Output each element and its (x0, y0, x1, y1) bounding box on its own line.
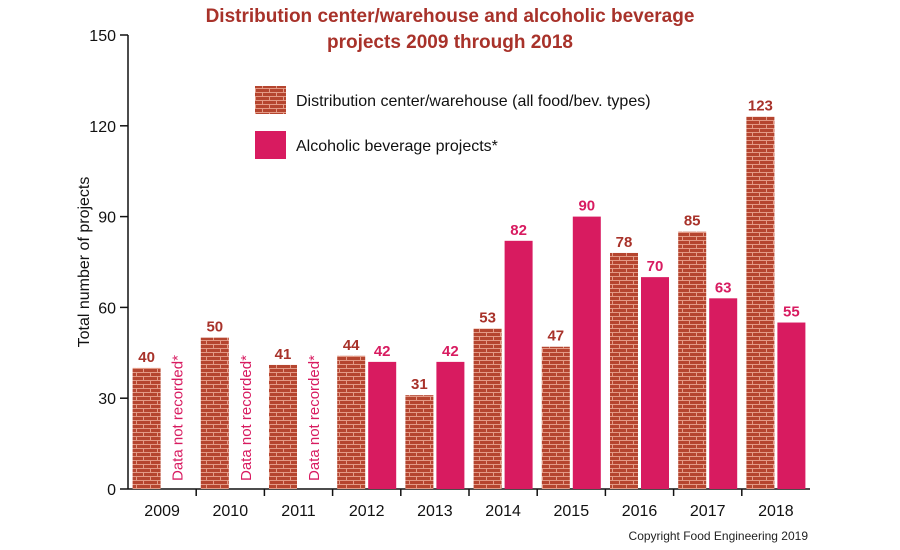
bar-distribution-2014 (473, 328, 502, 489)
bar-distribution-2018 (746, 116, 775, 489)
value-label-distribution-2009: 40 (138, 349, 155, 366)
x-tick-label: 2010 (213, 503, 249, 520)
bar-distribution-2016 (610, 252, 638, 489)
legend-swatch-distribution (255, 86, 286, 114)
bar-alcoholic-2012 (368, 361, 397, 489)
bar-alcoholic-2016 (641, 277, 669, 489)
value-label-distribution-2014: 53 (479, 310, 496, 327)
legend-label-distribution: Distribution center/warehouse (all food/… (296, 93, 651, 110)
y-tick-label: 120 (89, 119, 116, 136)
copyright-notice: Copyright Food Engineering 2019 (629, 529, 809, 543)
value-label-distribution-2013: 31 (411, 376, 428, 393)
bar-alcoholic-2013 (436, 361, 465, 489)
value-label-alcoholic-2013: 42 (442, 343, 459, 360)
y-tick-label: 0 (107, 482, 116, 499)
y-axis-label: Total number of projects (76, 177, 93, 348)
not-recorded-note-2010: Data not recorded* (238, 355, 255, 481)
x-tick-label: 2013 (417, 503, 453, 520)
chart-title-line-1: Distribution center/warehouse and alcoho… (206, 6, 695, 27)
value-label-alcoholic-2018: 55 (783, 304, 800, 321)
value-label-alcoholic-2015: 90 (578, 198, 595, 215)
x-tick-label: 2014 (485, 503, 521, 520)
bar-alcoholic-2015 (572, 216, 601, 489)
x-tick-label: 2015 (554, 503, 590, 520)
x-tick-label: 2016 (622, 503, 658, 520)
x-tick-label: 2009 (144, 503, 180, 520)
value-label-distribution-2010: 50 (206, 319, 223, 336)
bar-alcoholic-2017 (709, 298, 738, 489)
bar-distribution-2011 (269, 364, 297, 489)
value-label-alcoholic-2016: 70 (647, 258, 664, 275)
legend: Distribution center/warehouse (all food/… (255, 86, 651, 159)
y-tick-label: 90 (98, 210, 116, 227)
bar-distribution-2015 (541, 346, 570, 489)
y-tick-label: 60 (98, 300, 116, 317)
bar-distribution-2012 (337, 355, 366, 489)
bar-distribution-2010 (200, 337, 229, 489)
not-recorded-note-2011: Data not recorded* (306, 355, 323, 481)
value-labels: 40 Data not recorded* 50 Data not recorded*… (138, 98, 799, 481)
value-label-distribution-2016: 78 (616, 234, 633, 251)
value-label-alcoholic-2014: 82 (510, 222, 527, 239)
value-label-alcoholic-2017: 63 (715, 279, 732, 296)
bar-alcoholic-2018 (777, 322, 806, 489)
legend-label-alcoholic: Alcoholic beverage projects* (296, 138, 498, 155)
y-tick-label: 30 (98, 391, 116, 408)
chart-title-line-2: projects 2009 through 2018 (327, 32, 573, 53)
y-tick-label: 150 (89, 28, 116, 45)
value-label-distribution-2012: 44 (343, 337, 360, 354)
not-recorded-note-2009: Data not recorded* (170, 355, 187, 481)
bar-distribution-2013 (405, 395, 434, 489)
bar-distribution-2017 (678, 231, 707, 489)
value-label-distribution-2015: 47 (547, 328, 564, 345)
bar-distribution-2009 (132, 367, 161, 489)
axes: 0 30 60 90 120 150 2009 2010 2011 2012 2013 2014 201… (89, 28, 810, 520)
x-tick-label: 2011 (281, 503, 316, 520)
x-tick-label: 2012 (349, 503, 385, 520)
value-label-distribution-2011: 41 (275, 346, 292, 363)
bars (132, 116, 806, 489)
x-tick-label: 2017 (690, 503, 726, 520)
value-label-alcoholic-2012: 42 (374, 343, 391, 360)
value-label-distribution-2018: 123 (748, 98, 773, 115)
x-tick-label: 2018 (758, 503, 794, 520)
bar-alcoholic-2014 (504, 240, 533, 489)
legend-swatch-alcoholic (255, 131, 286, 159)
value-label-distribution-2017: 85 (684, 213, 701, 230)
